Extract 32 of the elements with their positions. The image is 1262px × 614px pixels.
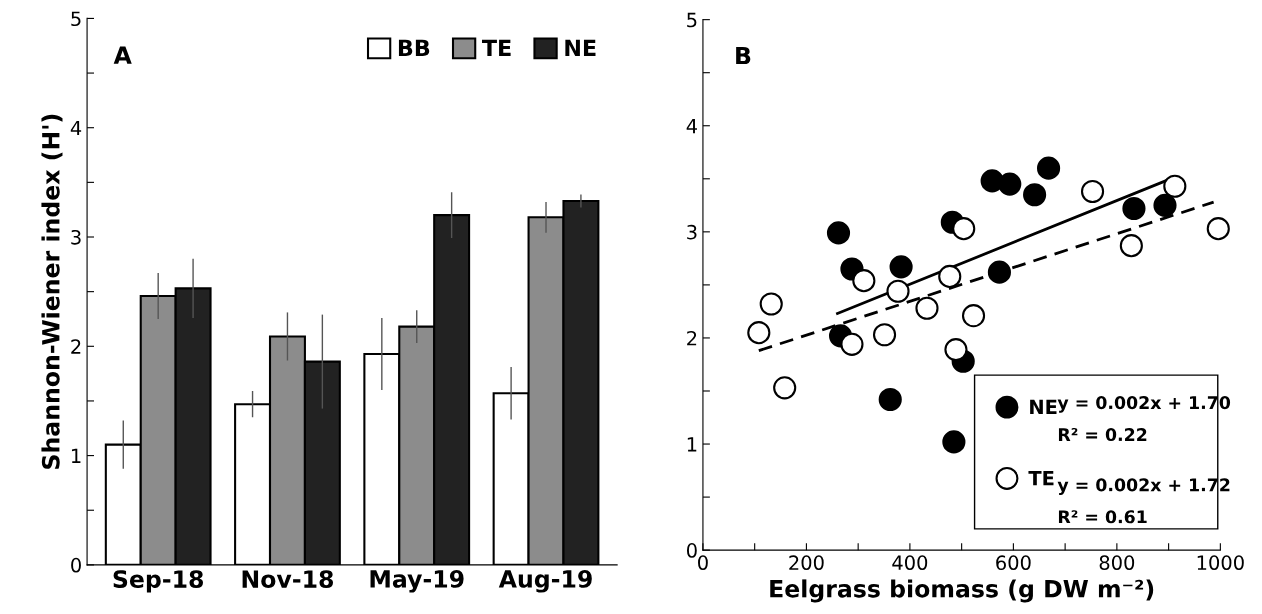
legend-label: TE (1028, 471, 1054, 486)
y-tick-label: 4 (686, 118, 697, 134)
x-tick-label: 200 (789, 555, 824, 571)
y-axis-title: Shannon-Wiener index (H') (41, 114, 63, 469)
x-axis-title: Eelgrass biomass (g DW m⁻²) (770, 579, 1154, 603)
y-tick-label: 1 (71, 448, 81, 463)
x-tick-label: 1000 (1197, 555, 1244, 571)
legend-label: BB (398, 39, 430, 56)
x-tick-label: 800 (1099, 555, 1135, 571)
x-tick-label: May-19 (370, 570, 464, 593)
x-tick-label: 600 (996, 555, 1031, 571)
legend-label: TE (482, 39, 511, 56)
y-tick-label: 2 (687, 330, 697, 346)
y-tick-label: 5 (71, 11, 81, 27)
x-tick-label: Sep-18 (113, 570, 204, 593)
y-tick-label: 1 (687, 437, 697, 452)
x-tick-label: 0 (698, 555, 708, 571)
y-tick-label: 5 (687, 12, 697, 28)
y-tick-label: 3 (687, 224, 697, 240)
annotation: R² = 0.61 (1058, 510, 1147, 524)
annotation: B (736, 46, 751, 65)
legend-label: NE (565, 39, 596, 56)
y-tick-label: 2 (71, 339, 81, 354)
y-tick-label: 3 (71, 229, 81, 245)
y-tick-label: 0 (686, 543, 697, 558)
legend-label: NE (1030, 399, 1057, 414)
x-tick-label: Aug-19 (498, 570, 592, 593)
annotation: R² = 0.22 (1058, 427, 1147, 442)
x-tick-label: Nov-18 (242, 570, 334, 589)
y-tick-label: 4 (70, 120, 82, 136)
annotation: A (113, 46, 132, 64)
x-tick-label: 400 (892, 555, 928, 571)
